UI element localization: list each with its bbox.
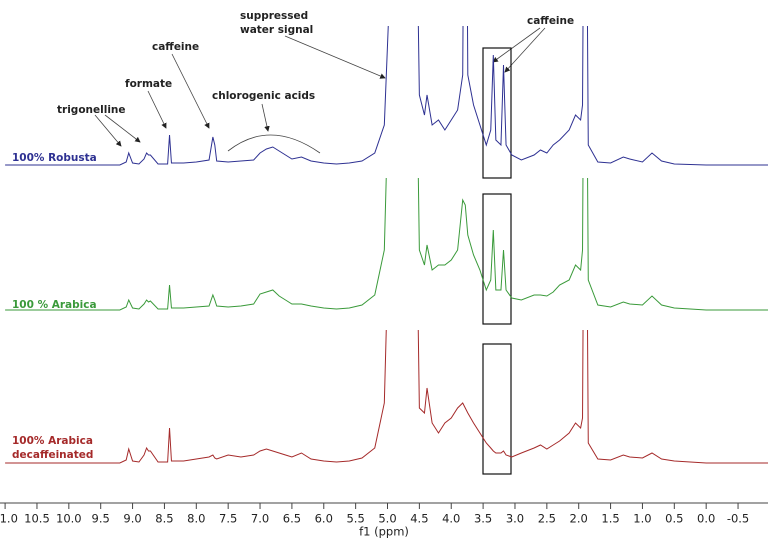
bracket-arc: [227, 134, 321, 154]
x-tick-label: 10.5: [24, 512, 50, 526]
arrow: [104, 114, 141, 143]
x-tick-label: 9.5: [92, 512, 110, 526]
arrow: [261, 103, 270, 132]
annotation: formate: [125, 78, 173, 90]
annotation: chlorogenic acids: [212, 90, 316, 102]
highlight-box: [482, 343, 512, 475]
series-label: 100% Arabica decaffeinated: [12, 435, 94, 461]
x-tick-label: 1.5: [601, 512, 619, 526]
x-tick-label: 5.5: [346, 512, 364, 526]
x-tick-label: 2.0: [570, 512, 588, 526]
x-axis-title: f1 (ppm): [359, 525, 409, 539]
spectrum-line: [5, 26, 768, 166]
arrow: [171, 53, 210, 129]
x-tick-label: 0.5: [665, 512, 683, 526]
arrow: [94, 114, 122, 147]
x-tick-label: 8.0: [187, 512, 205, 526]
x-tick-label: 1.0: [633, 512, 651, 526]
arrow: [492, 27, 541, 63]
x-tick-label: 7.5: [219, 512, 237, 526]
x-tick-label: 3.0: [506, 512, 524, 526]
x-tick-label: 6.5: [283, 512, 301, 526]
x-tick-label: -0.5: [727, 512, 749, 526]
annotation: caffeine: [152, 41, 200, 53]
annotation: trigonelline: [57, 104, 126, 116]
highlight-box: [482, 47, 512, 179]
spectrum-line: [5, 178, 768, 311]
x-tick-label: 3.5: [474, 512, 492, 526]
series-label: 100 % Arabica: [12, 299, 97, 311]
x-tick-label: 11.0: [0, 512, 18, 526]
series-label: 100% Robusta: [12, 152, 97, 164]
annotation: caffeine: [527, 15, 575, 27]
x-tick-label: 9.0: [123, 512, 141, 526]
x-tick-label: 5.0: [378, 512, 396, 526]
x-tick-label: 8.5: [155, 512, 173, 526]
spectrum-line: [5, 330, 768, 464]
annotation: suppressed water signal: [240, 10, 314, 36]
x-tick-label: 6.0: [315, 512, 333, 526]
highlight-box: [482, 193, 512, 325]
arrow: [147, 90, 167, 129]
x-tick-label: 2.5: [538, 512, 556, 526]
annotation-arrows: [94, 27, 546, 154]
x-tick-label: 7.0: [251, 512, 269, 526]
arrow: [284, 35, 386, 79]
caffeine-boxes: [482, 47, 512, 475]
x-tick-label: 10.0: [56, 512, 82, 526]
x-tick-label: 4.5: [410, 512, 428, 526]
arrow: [504, 27, 546, 73]
x-tick-label: 4.0: [442, 512, 460, 526]
x-tick-label: 0.0: [697, 512, 715, 526]
